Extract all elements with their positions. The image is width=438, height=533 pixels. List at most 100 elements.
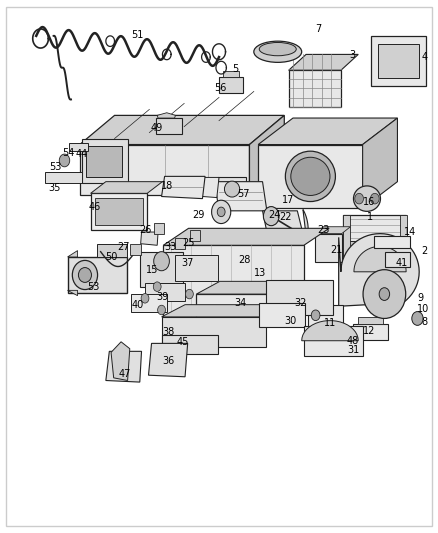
Polygon shape bbox=[80, 115, 284, 144]
Polygon shape bbox=[315, 227, 350, 233]
Polygon shape bbox=[140, 252, 184, 287]
Circle shape bbox=[371, 193, 379, 204]
Ellipse shape bbox=[363, 270, 406, 318]
Polygon shape bbox=[289, 54, 358, 70]
Polygon shape bbox=[182, 177, 219, 198]
Text: 33: 33 bbox=[165, 243, 177, 253]
Circle shape bbox=[355, 193, 364, 204]
Polygon shape bbox=[45, 172, 82, 183]
Polygon shape bbox=[163, 245, 304, 324]
Polygon shape bbox=[363, 118, 397, 208]
Text: 22: 22 bbox=[279, 212, 292, 222]
Circle shape bbox=[263, 207, 279, 225]
Text: 2: 2 bbox=[421, 246, 427, 256]
Polygon shape bbox=[343, 215, 406, 281]
Polygon shape bbox=[141, 232, 158, 245]
Circle shape bbox=[141, 294, 149, 303]
Circle shape bbox=[212, 200, 231, 223]
Polygon shape bbox=[91, 193, 147, 230]
Polygon shape bbox=[106, 351, 141, 382]
Circle shape bbox=[412, 312, 423, 325]
Polygon shape bbox=[378, 44, 419, 78]
Polygon shape bbox=[315, 233, 342, 262]
Polygon shape bbox=[223, 71, 239, 77]
Polygon shape bbox=[218, 177, 246, 200]
Polygon shape bbox=[157, 113, 176, 118]
Text: 17: 17 bbox=[282, 195, 294, 205]
Polygon shape bbox=[196, 281, 297, 294]
Circle shape bbox=[158, 305, 166, 315]
Polygon shape bbox=[97, 244, 127, 257]
Text: 37: 37 bbox=[181, 258, 194, 268]
Text: 18: 18 bbox=[161, 181, 173, 191]
Polygon shape bbox=[308, 305, 343, 327]
Polygon shape bbox=[353, 324, 388, 340]
Polygon shape bbox=[190, 230, 200, 241]
Text: 57: 57 bbox=[237, 189, 250, 199]
Text: 28: 28 bbox=[238, 255, 251, 265]
Text: 32: 32 bbox=[294, 297, 306, 308]
Ellipse shape bbox=[353, 186, 381, 212]
Polygon shape bbox=[176, 255, 218, 281]
Text: 31: 31 bbox=[347, 345, 360, 356]
Text: 45: 45 bbox=[177, 337, 189, 348]
Ellipse shape bbox=[78, 268, 92, 282]
Polygon shape bbox=[250, 115, 284, 195]
Text: 40: 40 bbox=[132, 300, 144, 310]
Circle shape bbox=[379, 288, 390, 301]
Text: 39: 39 bbox=[156, 292, 168, 302]
Polygon shape bbox=[304, 326, 363, 356]
Circle shape bbox=[153, 282, 161, 292]
Polygon shape bbox=[354, 246, 406, 272]
Text: 41: 41 bbox=[395, 259, 407, 268]
Text: 35: 35 bbox=[49, 183, 61, 193]
Polygon shape bbox=[175, 238, 185, 249]
Polygon shape bbox=[196, 294, 273, 325]
Polygon shape bbox=[69, 143, 88, 151]
Polygon shape bbox=[86, 146, 122, 177]
Polygon shape bbox=[371, 36, 426, 86]
Polygon shape bbox=[67, 251, 78, 257]
Polygon shape bbox=[91, 182, 162, 193]
Polygon shape bbox=[258, 144, 363, 208]
Text: 3: 3 bbox=[350, 51, 356, 60]
Ellipse shape bbox=[291, 157, 330, 196]
Text: 15: 15 bbox=[146, 265, 158, 275]
Text: 8: 8 bbox=[421, 317, 427, 327]
Polygon shape bbox=[266, 280, 333, 316]
Text: 36: 36 bbox=[162, 356, 175, 366]
Ellipse shape bbox=[224, 181, 240, 197]
Text: 46: 46 bbox=[88, 201, 101, 212]
Polygon shape bbox=[162, 176, 205, 199]
Text: 49: 49 bbox=[151, 123, 163, 133]
Polygon shape bbox=[346, 241, 403, 252]
Text: 23: 23 bbox=[317, 225, 329, 236]
Text: 26: 26 bbox=[139, 225, 152, 236]
Polygon shape bbox=[130, 244, 141, 255]
Ellipse shape bbox=[254, 41, 302, 62]
Text: 9: 9 bbox=[417, 293, 423, 303]
Polygon shape bbox=[111, 342, 130, 381]
Polygon shape bbox=[385, 252, 410, 266]
Polygon shape bbox=[399, 215, 407, 281]
Polygon shape bbox=[95, 198, 143, 225]
Polygon shape bbox=[343, 215, 350, 281]
Text: 12: 12 bbox=[363, 326, 375, 336]
Circle shape bbox=[311, 310, 320, 320]
Polygon shape bbox=[80, 144, 250, 195]
Polygon shape bbox=[82, 139, 127, 183]
Text: 51: 51 bbox=[131, 30, 144, 40]
Polygon shape bbox=[162, 317, 266, 347]
Text: 38: 38 bbox=[162, 327, 175, 337]
Text: 21: 21 bbox=[330, 245, 343, 255]
Text: 25: 25 bbox=[183, 238, 195, 248]
Polygon shape bbox=[162, 305, 290, 317]
Text: 50: 50 bbox=[106, 253, 118, 262]
Polygon shape bbox=[358, 317, 383, 324]
Polygon shape bbox=[262, 211, 304, 243]
Text: 10: 10 bbox=[417, 304, 429, 314]
Polygon shape bbox=[162, 335, 218, 354]
Text: 30: 30 bbox=[284, 316, 297, 326]
Polygon shape bbox=[67, 290, 78, 296]
Text: 1: 1 bbox=[367, 212, 373, 222]
